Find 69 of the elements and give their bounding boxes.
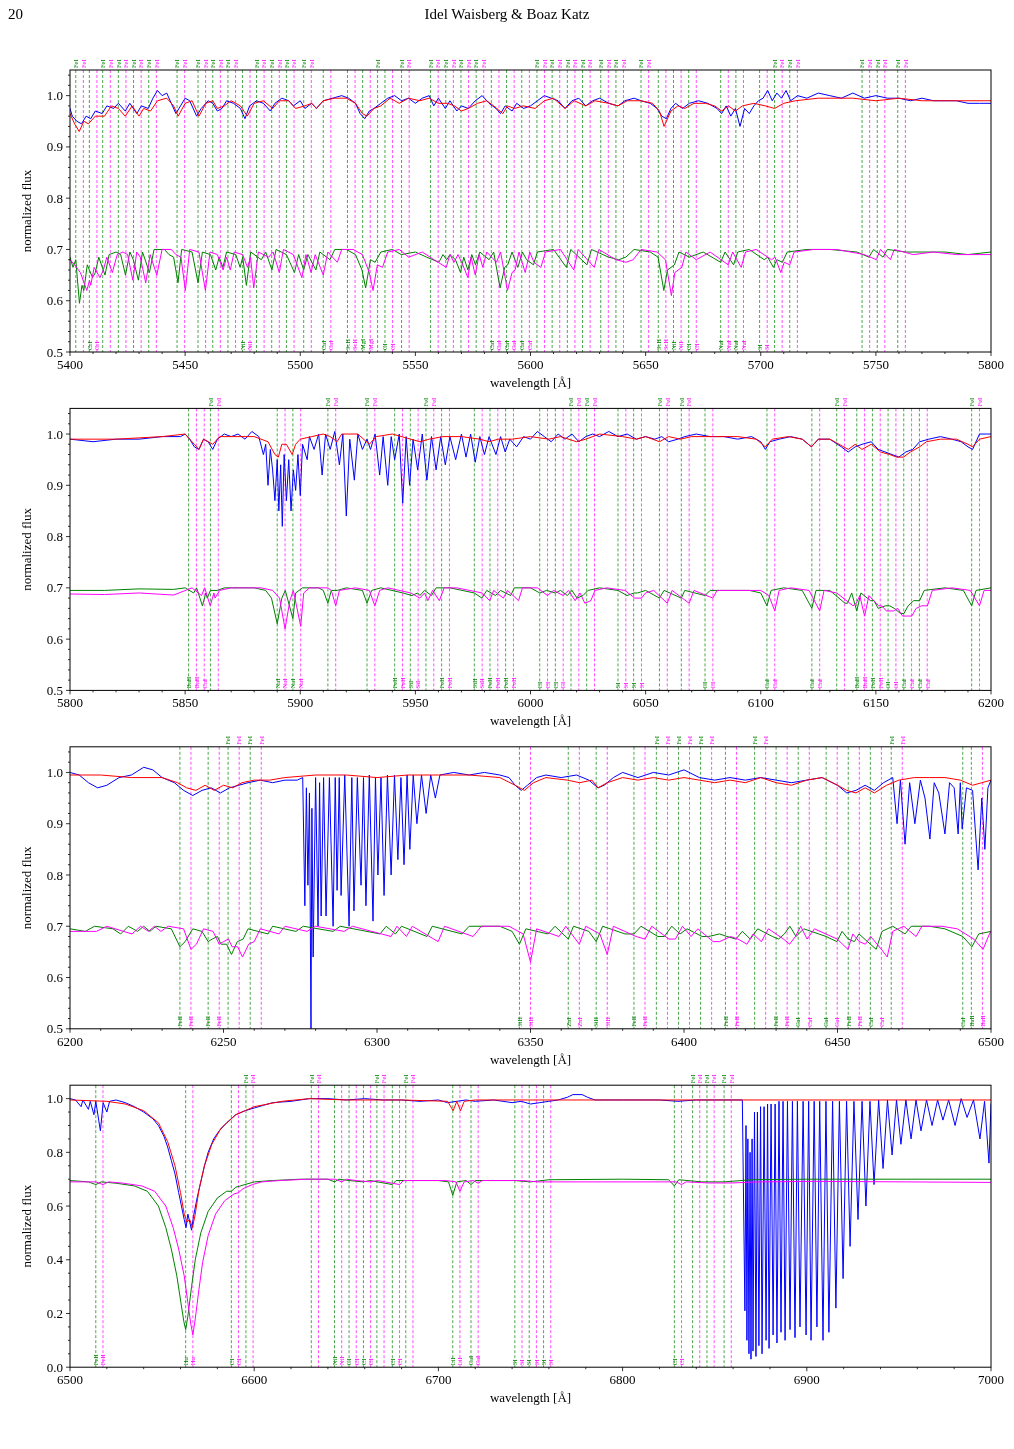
y-axis-title: normalized flux	[19, 507, 34, 591]
y-tick-label: 0.7	[46, 242, 64, 257]
x-tick-label: 5850	[172, 695, 199, 711]
y-tick-label: 0.7	[46, 580, 64, 596]
y-tick-label: 0.8	[46, 529, 63, 545]
x-tick-label: 6800	[609, 1372, 636, 1388]
line-series	[70, 433, 991, 458]
line-series	[70, 766, 991, 1029]
x-tick-label: 5800	[57, 695, 83, 711]
y-tick-label: 0.8	[46, 190, 63, 206]
x-tick-label: 5550	[402, 357, 429, 372]
x-tick-label: 5650	[632, 357, 659, 372]
y-tick-label: 0.4	[46, 1252, 64, 1268]
x-tick-label: 6350	[517, 1033, 544, 1049]
x-axis-title: wavelength [Å]	[489, 1051, 572, 1067]
x-tick-label: 6600	[241, 1372, 268, 1388]
y-axis-title: normalized flux	[19, 169, 34, 253]
y-tick-label: 0.5	[46, 682, 63, 698]
line-series	[70, 97, 991, 133]
x-tick-label: 6000	[517, 695, 544, 711]
y-tick-label: 1.0	[46, 88, 63, 104]
x-tick-label: 6700	[425, 1372, 452, 1388]
y-tick-label: 0.6	[46, 631, 64, 647]
line-series	[70, 774, 991, 794]
y-tick-label: 0.6	[46, 293, 64, 309]
x-axis-title: wavelength [Å]	[489, 375, 572, 390]
x-tick-label: 6250	[210, 1033, 237, 1049]
y-tick-label: 0.2	[46, 1306, 63, 1322]
y-tick-label: 1.0	[46, 426, 63, 442]
y-tick-label: 0.6	[46, 1198, 64, 1214]
text: 20	[8, 6, 23, 22]
x-tick-label: 5800	[978, 357, 1004, 372]
line-series	[70, 90, 991, 127]
y-axis-title: normalized flux	[19, 1184, 34, 1268]
y-tick-label: 0.7	[46, 918, 64, 934]
x-tick-label: 5500	[287, 357, 314, 372]
x-tick-label: 5400	[57, 357, 83, 372]
x-tick-label: 5950	[402, 695, 429, 711]
y-tick-label: 0.9	[46, 477, 63, 493]
x-tick-label: 6150	[862, 695, 889, 711]
line-series	[70, 1098, 991, 1229]
y-tick-label: 0.0	[46, 1359, 63, 1375]
y-tick-label: 1.0	[46, 1091, 63, 1107]
y-axis-title: normalized flux	[19, 845, 34, 930]
x-tick-label: 6500	[57, 1372, 83, 1388]
y-tick-label: 0.9	[46, 816, 63, 832]
y-tick-label: 0.9	[46, 139, 63, 155]
x-tick-label: 5700	[747, 357, 774, 372]
x-tick-label: 6450	[824, 1033, 851, 1049]
x-tick-label: 6400	[671, 1033, 697, 1049]
y-tick-label: 0.6	[46, 970, 64, 986]
x-tick-label: 6050	[632, 695, 659, 711]
y-tick-label: 0.8	[46, 867, 63, 883]
x-tick-label: 6900	[793, 1372, 820, 1388]
y-tick-label: 0.5	[46, 344, 63, 360]
x-tick-label: 6100	[747, 695, 774, 711]
x-tick-label: 5900	[287, 695, 314, 711]
x-axis-title: wavelength [Å]	[489, 713, 572, 729]
x-tick-label: 7000	[978, 1372, 1004, 1388]
x-tick-label: 6300	[364, 1033, 390, 1049]
y-tick-label: 0.8	[46, 1144, 63, 1160]
x-tick-label: 5750	[862, 357, 889, 372]
x-tick-label: 6500	[978, 1033, 1004, 1049]
y-tick-label: 1.0	[46, 764, 63, 780]
x-tick-label: 5450	[172, 357, 199, 372]
x-tick-label: 6200	[978, 695, 1004, 711]
text: Idel Waisberg & Boaz Katz	[424, 6, 590, 22]
x-axis-title: wavelength [Å]	[489, 1390, 572, 1406]
x-tick-label: 5600	[517, 357, 544, 372]
